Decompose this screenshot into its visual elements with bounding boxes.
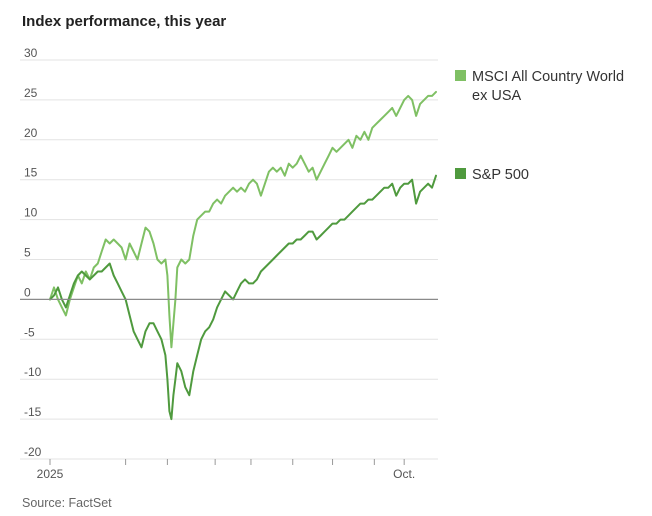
series-line-sp500 — [49, 174, 437, 421]
source-note: Source: FactSet — [22, 496, 112, 510]
legend: MSCI All Country World ex USA S&P 500 — [455, 69, 624, 183]
y-tick-label: 10 — [24, 206, 38, 220]
x-axis-ticks: 2025 Oct. — [37, 459, 415, 481]
y-axis-tick-labels: 30 25 20 15 10 5 0 -5 -10 -15 -20 — [24, 46, 42, 459]
y-tick-label: 20 — [24, 126, 38, 140]
y-tick-label: -20 — [24, 445, 42, 459]
y-tick-label: 0 — [24, 285, 31, 299]
y-tick-label: 5 — [24, 246, 31, 260]
y-tick-label: -5 — [24, 325, 35, 339]
legend-swatch — [455, 70, 466, 81]
legend-swatch — [455, 168, 466, 179]
y-tick-label: 25 — [24, 86, 38, 100]
legend-label: MSCI All Country World — [472, 69, 624, 85]
legend-label: S&P 500 — [472, 167, 529, 183]
series-lines — [49, 90, 437, 421]
x-tick-label: 2025 — [37, 467, 64, 481]
x-tick-label: Oct. — [393, 467, 415, 481]
series-line-msci-acwi-ex-usa — [49, 90, 437, 349]
gridlines — [20, 59, 438, 460]
y-tick-label: 15 — [24, 166, 38, 180]
y-tick-label: -10 — [24, 365, 42, 379]
chart-title: Index performance, this year — [22, 13, 226, 30]
y-tick-label: 30 — [24, 46, 38, 60]
y-tick-label: -15 — [24, 405, 42, 419]
legend-label: ex USA — [472, 88, 521, 104]
